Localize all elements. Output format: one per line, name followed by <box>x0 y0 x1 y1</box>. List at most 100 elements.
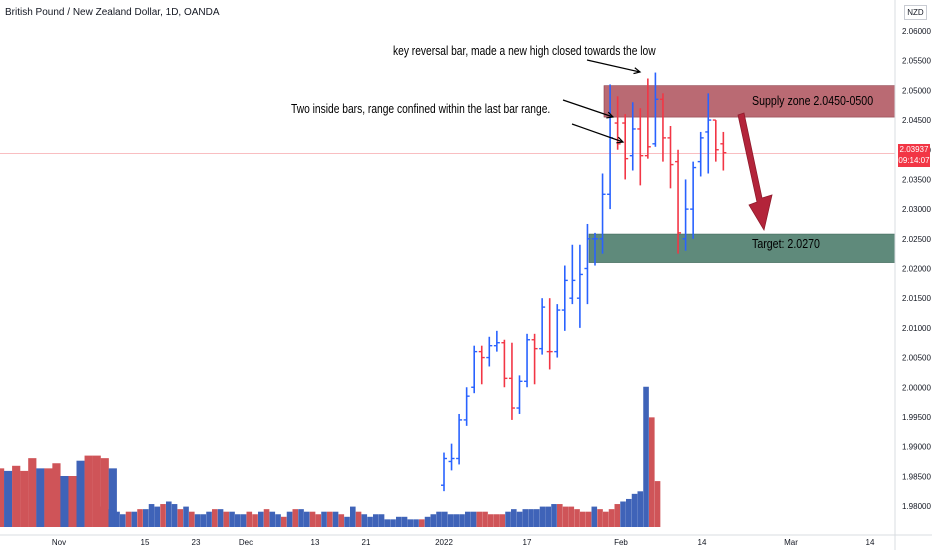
zones <box>588 85 896 263</box>
volume-bar <box>614 504 621 527</box>
volume-bar <box>68 476 77 527</box>
volume-bar <box>108 468 117 527</box>
ohlc-bar <box>667 126 674 189</box>
ohlc-bar <box>554 304 561 358</box>
target-projection-arrow <box>737 112 773 232</box>
volume-bar <box>373 514 379 527</box>
volume-bar <box>44 468 53 527</box>
x-tick-label: Dec <box>239 538 253 547</box>
volume-bar <box>511 509 517 527</box>
arrow-inside-bar-1-head <box>606 111 615 119</box>
volume-bar <box>194 514 201 527</box>
x-tick-label: 23 <box>192 538 201 547</box>
target-zone <box>588 233 896 263</box>
volume-bar <box>545 506 552 527</box>
price-bars <box>441 72 727 492</box>
volume-bar <box>275 514 281 527</box>
projection-arrow-shape <box>737 112 773 232</box>
volume-bar <box>654 481 661 527</box>
volume-bar <box>580 511 586 527</box>
volume-bar <box>447 514 454 527</box>
supply-zone-label: Supply zone 2.0450-0500 <box>752 94 874 108</box>
volume-bar <box>344 516 350 527</box>
volume-bar <box>419 519 425 527</box>
volume-bar <box>551 504 557 527</box>
ohlc-bar <box>637 108 644 186</box>
volume-bar <box>522 509 529 527</box>
ohlc-bar <box>659 93 666 162</box>
volume-bar <box>263 509 270 527</box>
volume-bar <box>649 417 655 527</box>
x-tick-label: 2022 <box>435 538 453 547</box>
volume-bar <box>120 514 126 527</box>
volume-bar <box>568 506 575 527</box>
volume-bar <box>585 511 592 527</box>
volume-bar <box>608 509 615 527</box>
ohlc-bar <box>576 244 583 328</box>
ohlc-bar <box>675 149 682 254</box>
x-tick-label: 15 <box>141 538 150 547</box>
current-price-value: 2.03937 <box>899 145 929 154</box>
volume-bar <box>246 511 253 527</box>
ohlc-bar <box>493 330 500 352</box>
volume-bar <box>637 491 644 527</box>
x-tick-label: 14 <box>698 538 707 547</box>
volume-bar <box>4 470 13 527</box>
volume-bar <box>166 501 172 527</box>
volume-bar <box>327 511 333 527</box>
volume-bar <box>367 516 373 527</box>
ohlc-bar <box>599 173 606 254</box>
arrow-key-reversal-head <box>633 67 642 75</box>
y-tick-label: 2.02000 <box>902 265 931 274</box>
volume-bar <box>223 511 230 527</box>
volume-bar <box>183 506 189 527</box>
volume-bar <box>12 465 21 527</box>
volume-bar <box>171 504 178 527</box>
volume-bar <box>413 519 419 527</box>
annotation-inside-bars: Two inside bars, range confined within t… <box>291 102 551 116</box>
volume-bar <box>626 498 632 527</box>
currency-unit-button[interactable]: NZD <box>904 5 927 20</box>
volume-bar <box>557 504 563 527</box>
volume-bar <box>76 460 85 527</box>
chart-title: British Pound / New Zealand Dollar, 1D, … <box>5 7 220 18</box>
volume-bar <box>100 458 109 527</box>
volume-bar <box>154 506 161 527</box>
ohlc-bar <box>448 443 455 471</box>
y-tick-label: 2.01500 <box>902 294 931 303</box>
volume-bar <box>269 511 276 527</box>
supply-zone <box>603 85 896 118</box>
volume-bar <box>84 455 93 527</box>
x-tick-label: 13 <box>311 538 320 547</box>
volume-bar <box>298 509 304 527</box>
volume-bar <box>350 506 356 527</box>
volume-bar <box>436 511 442 527</box>
volume-bar <box>189 511 195 527</box>
ohlc-bar <box>516 375 523 414</box>
ohlc-bar <box>592 232 598 266</box>
volume-bar <box>28 458 37 527</box>
x-tick-label: Mar <box>784 538 798 547</box>
volume-bar <box>528 509 534 527</box>
ohlc-bar <box>622 114 629 180</box>
ohlc-bar <box>690 161 697 239</box>
ohlc-bar <box>456 413 463 465</box>
ohlc-bar <box>524 333 531 388</box>
volume-bar <box>643 386 649 527</box>
volume-bar <box>148 504 155 527</box>
ohlc-bar <box>478 345 485 385</box>
volume-bar <box>0 468 5 527</box>
arrow-inside-bar-2-head <box>616 136 625 144</box>
current-price-tag: 2.03937 09:14:07 <box>898 144 930 167</box>
volume-bar <box>378 514 385 527</box>
ohlc-bar <box>546 298 553 370</box>
volume-bar <box>361 514 368 527</box>
volume-bar <box>442 511 448 527</box>
x-tick-label: Feb <box>614 538 628 547</box>
volume-bar <box>384 519 391 527</box>
ohlc-bar <box>682 179 689 251</box>
annotation-key-reversal: key reversal bar, made a new high closed… <box>393 44 656 58</box>
volume-bar <box>206 511 212 527</box>
volume-bar <box>60 476 69 527</box>
